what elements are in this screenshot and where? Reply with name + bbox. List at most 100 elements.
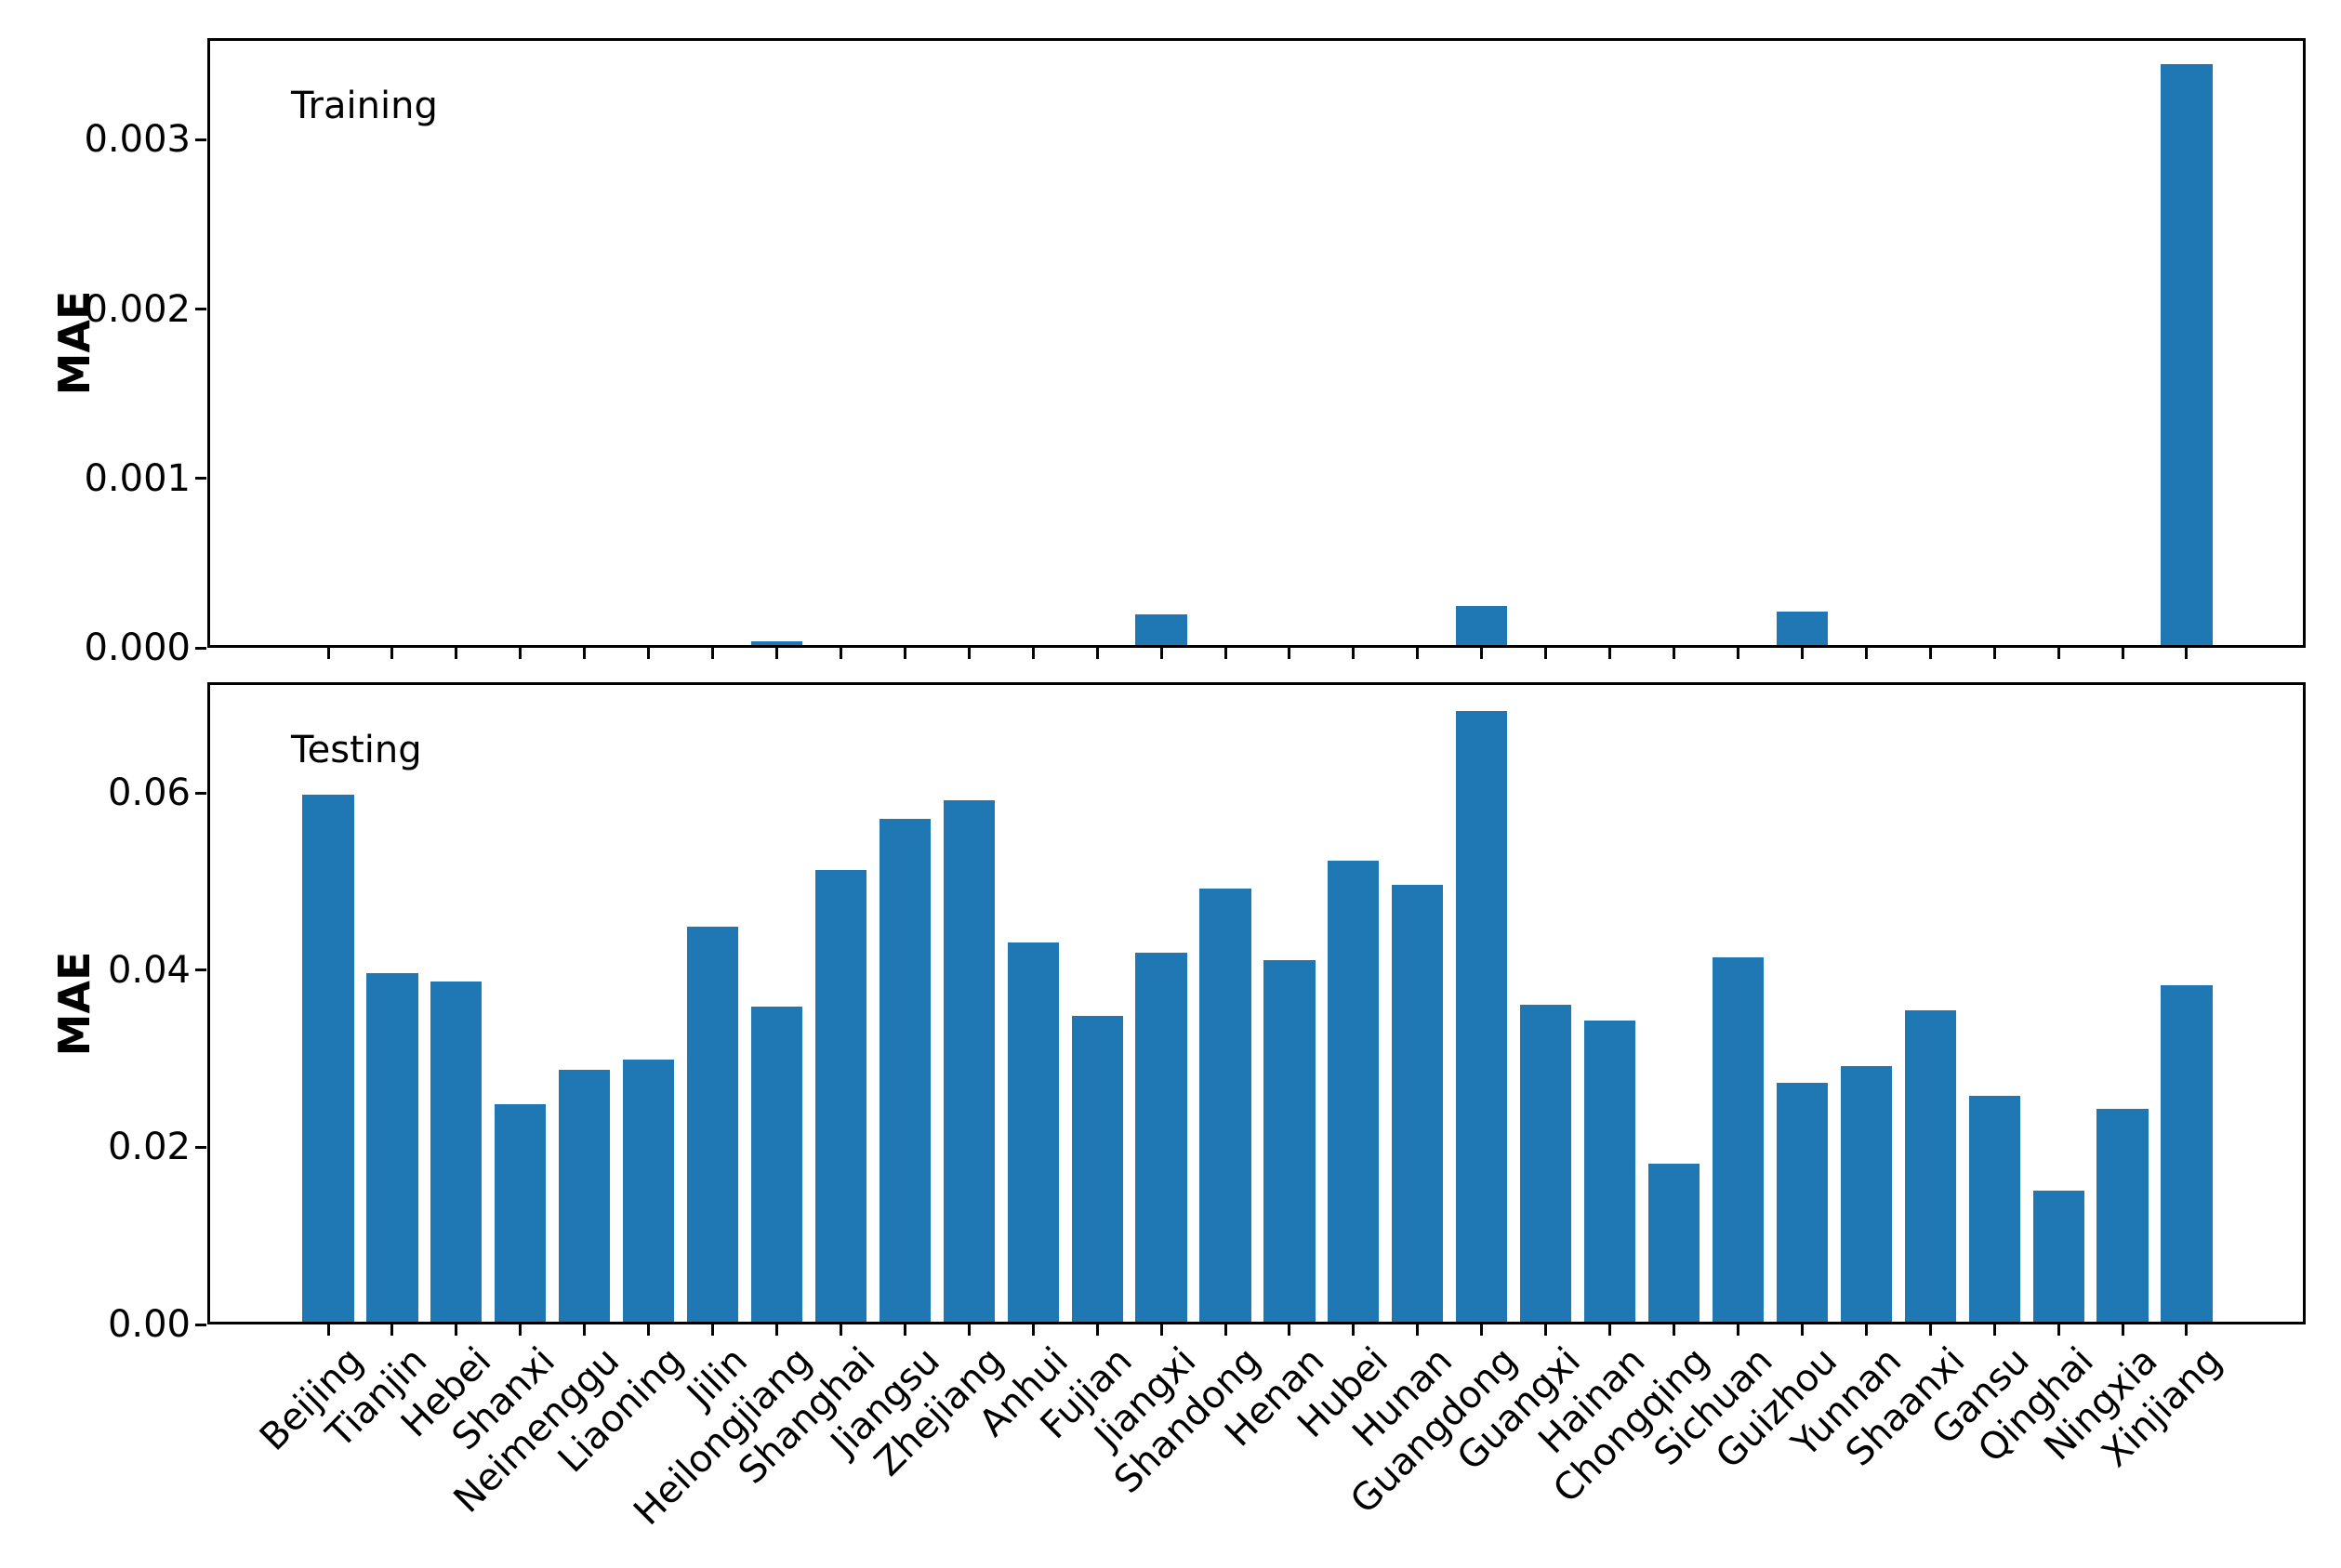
x-tick [2185,1324,2189,1336]
bar-testing-shanxi [495,1104,547,1322]
bar-testing-sichuan [1712,957,1765,1322]
y-tick-label-testing-0.02: 0.02 [107,1126,191,1169]
y-tick [195,646,206,650]
x-tick [775,1324,778,1336]
x-tick [455,1324,458,1336]
y-tick-label-testing-0.00: 0.00 [107,1303,191,1346]
x-tick [1544,648,1548,659]
x-tick [1544,1324,1548,1336]
x-tick [1352,1324,1356,1336]
x-tick [1352,648,1356,659]
x-tick [1288,1324,1291,1336]
bar-testing-jilin [686,927,739,1322]
bar-testing-guizhou [1776,1083,1828,1322]
x-tick [1673,648,1676,659]
bar-testing-henan [1263,960,1316,1322]
bar-testing-gansu [1968,1096,2020,1322]
x-tick [1159,1324,1163,1336]
y-tick-label-testing-0.04: 0.04 [107,948,191,992]
y-tick-label-training-0.000: 0.000 [84,626,191,669]
x-tick [1736,648,1739,659]
bar-testing-yunnan [1840,1066,1892,1322]
training-plot-area: Training [207,38,2306,648]
x-tick [1864,648,1868,659]
x-tick [326,648,330,659]
testing-plot-area: Testing [207,682,2306,1324]
x-tick [519,1324,522,1336]
x-tick [583,648,587,659]
bar-testing-jiangsu [879,819,931,1322]
bar-testing-tianjin [366,973,418,1322]
x-tick [1800,648,1804,659]
y-tick-label-training-0.003: 0.003 [84,118,191,162]
x-tick [1928,648,1932,659]
bar-testing-shanghai [814,870,867,1322]
x-tick [390,1324,394,1336]
bar-testing-zhejiang [943,800,995,1322]
x-tick [1992,648,1996,659]
x-tick [1864,1324,1868,1336]
bar-testing-fujian [1071,1016,1123,1322]
bar-testing-hubei [1328,861,1380,1322]
bar-training-jiangxi [1135,614,1187,645]
x-tick [2057,648,2060,659]
x-tick [2185,648,2189,659]
x-tick [1095,648,1099,659]
x-tick [967,648,971,659]
x-tick [775,648,778,659]
x-tick [903,648,906,659]
y-tick [195,138,206,141]
bar-testing-anhui [1007,942,1059,1322]
x-tick [455,648,458,659]
x-tick [1223,1324,1227,1336]
x-tick [1031,648,1035,659]
x-tick [1223,648,1227,659]
x-tick [1480,1324,1484,1336]
x-tick [1992,1324,1996,1336]
bar-testing-beijing [302,795,354,1322]
y-tick [195,791,206,795]
x-tick [1608,1324,1612,1336]
x-tick [583,1324,587,1336]
bar-testing-liaoning [623,1060,675,1322]
y-tick [195,1145,206,1149]
x-tick [711,1324,715,1336]
x-tick [390,648,394,659]
testing-y-axis-label: MAE [49,951,99,1056]
x-tick [647,648,651,659]
x-tick [519,648,522,659]
bar-testing-shandong [1199,889,1251,1322]
x-tick [2057,1324,2060,1336]
bar-testing-hainan [1584,1021,1636,1322]
training-panel-title: Training [291,85,438,127]
x-tick [839,648,842,659]
x-tick [1800,1324,1804,1336]
x-tick [1736,1324,1739,1336]
x-tick [903,1324,906,1336]
bar-training-guangdong [1456,606,1508,645]
y-tick-label-training-0.002: 0.002 [84,287,191,331]
testing-panel-title: Testing [291,729,422,771]
y-tick [195,308,206,311]
y-tick [195,968,206,972]
y-tick [195,477,206,481]
x-tick [1416,1324,1420,1336]
x-tick [2121,1324,2124,1336]
y-tick-label-testing-0.06: 0.06 [107,771,191,815]
bar-testing-qinghai [2032,1191,2084,1322]
x-tick [711,648,715,659]
x-tick [1480,648,1484,659]
bar-testing-jiangxi [1135,953,1187,1322]
x-tick [1673,1324,1676,1336]
bar-training-heilongjiang [750,641,803,645]
bar-testing-guangdong [1456,711,1508,1322]
bar-testing-chongqing [1647,1164,1700,1322]
x-tick [967,1324,971,1336]
x-tick [1159,648,1163,659]
bar-testing-guangxi [1520,1005,1572,1322]
x-tick [839,1324,842,1336]
bar-training-xinjiang [2161,64,2213,645]
x-tick [1928,1324,1932,1336]
x-tick [647,1324,651,1336]
